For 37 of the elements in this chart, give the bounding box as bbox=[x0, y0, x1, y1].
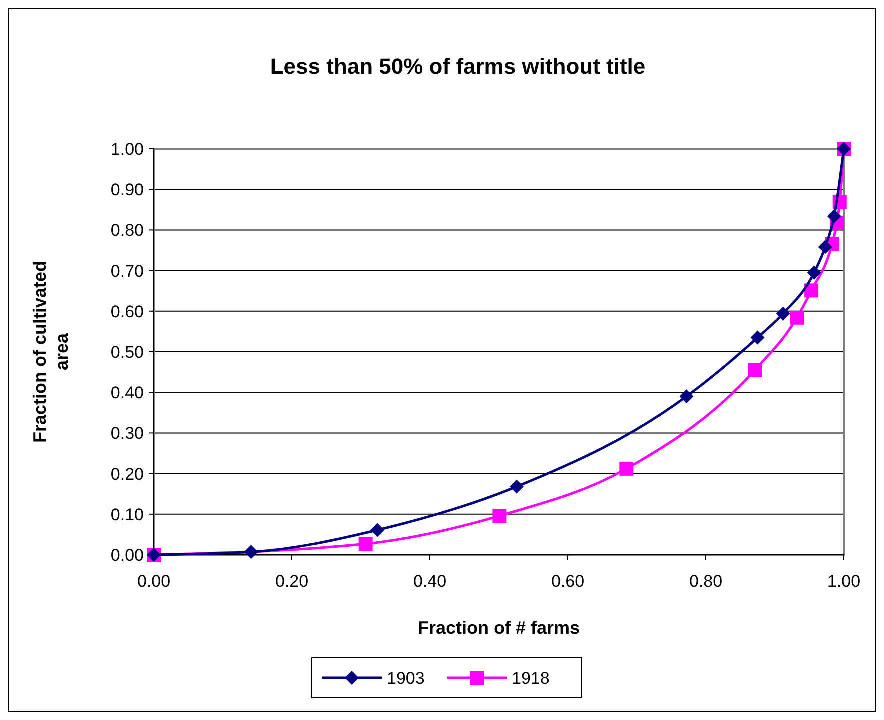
x-tick-label: 0.00 bbox=[137, 572, 171, 591]
point bbox=[804, 284, 819, 298]
point bbox=[807, 266, 822, 280]
y-tick-label: 0.70 bbox=[110, 262, 144, 281]
y-tick-label: 0.80 bbox=[110, 221, 144, 240]
y-tick-label: 0.30 bbox=[110, 424, 144, 444]
point bbox=[510, 480, 524, 494]
point bbox=[790, 310, 804, 325]
x-tick-label: 1.00 bbox=[827, 572, 861, 591]
x-tick-label: 0.80 bbox=[689, 572, 723, 591]
y-tick-label: 0.40 bbox=[110, 384, 144, 403]
legend-label: 1918 bbox=[512, 669, 550, 688]
point bbox=[748, 363, 762, 378]
x-tick-label: 0.60 bbox=[551, 572, 585, 591]
y-tick-label: 0.20 bbox=[110, 464, 144, 484]
y-tick-label: 1.00 bbox=[110, 140, 144, 159]
point bbox=[776, 306, 790, 321]
point bbox=[358, 537, 373, 552]
point bbox=[492, 509, 507, 524]
x-tick-label: 0.40 bbox=[413, 572, 447, 591]
point bbox=[827, 209, 842, 224]
y-tick-label: 0.60 bbox=[110, 302, 144, 322]
point bbox=[680, 390, 694, 404]
point bbox=[370, 523, 385, 538]
point bbox=[244, 545, 258, 560]
legend-label: 1903 bbox=[387, 669, 425, 688]
point bbox=[818, 240, 832, 254]
y-axis-title: Fraction of cultivated area bbox=[30, 260, 72, 444]
y-tick-label: 0.10 bbox=[110, 505, 144, 524]
point bbox=[750, 330, 765, 345]
chart-title: Less than 50% of farms without title bbox=[270, 54, 646, 79]
x-axis-title: Fraction of # farms bbox=[418, 618, 580, 638]
y-tick-label: 0.00 bbox=[110, 546, 144, 565]
y-tick-label: 0.50 bbox=[110, 343, 144, 362]
y-tick-label: 0.90 bbox=[110, 180, 144, 200]
point bbox=[620, 462, 634, 476]
x-tick-label: 0.20 bbox=[275, 572, 309, 591]
